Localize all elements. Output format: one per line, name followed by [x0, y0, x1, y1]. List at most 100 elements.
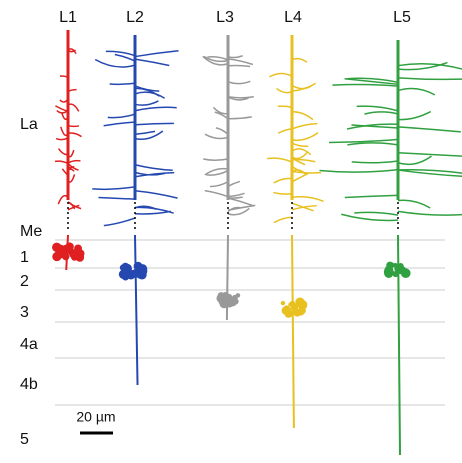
neurite — [354, 212, 398, 215]
neurite — [227, 235, 228, 320]
neurite — [293, 310, 298, 315]
neurite — [267, 158, 292, 162]
layer-label: 5 — [20, 431, 29, 448]
neurite — [398, 89, 435, 95]
neurite — [137, 270, 146, 279]
neurite — [292, 235, 294, 428]
neurite — [219, 299, 228, 308]
neurite — [135, 107, 177, 110]
neurite — [398, 200, 430, 208]
neurons — [52, 30, 462, 455]
neurite — [108, 114, 135, 118]
layer-label: 4a — [20, 336, 38, 353]
neurite — [104, 122, 135, 126]
neurite — [68, 126, 79, 127]
neurite — [292, 85, 311, 88]
neurite — [292, 172, 321, 173]
neurite — [291, 303, 298, 310]
neurite — [110, 83, 135, 84]
neurite — [292, 143, 308, 146]
neurite — [398, 78, 462, 80]
neurite — [228, 81, 250, 83]
neurite — [228, 198, 253, 206]
neurite — [135, 101, 158, 105]
neurite — [230, 298, 235, 303]
scale-label: 20 µm — [76, 409, 115, 425]
neurite — [332, 85, 398, 87]
neurite — [398, 156, 432, 164]
neurite — [135, 211, 171, 214]
neurite — [281, 301, 285, 305]
neurite — [398, 263, 404, 269]
neurite — [228, 181, 240, 186]
layer-label: 4b — [20, 376, 38, 393]
neurite — [292, 152, 308, 159]
neurite — [347, 143, 398, 145]
neurite — [210, 182, 228, 187]
neurite — [228, 193, 245, 196]
neurite — [352, 161, 398, 163]
column-label: L4 — [284, 9, 302, 26]
neurite — [68, 133, 81, 137]
neurite — [60, 76, 68, 77]
neurite — [228, 197, 243, 198]
neurite — [216, 128, 228, 135]
neurite — [292, 133, 318, 141]
neurite — [276, 88, 292, 92]
neurite — [122, 263, 130, 271]
column-label: L2 — [126, 9, 144, 26]
neurite — [274, 217, 292, 222]
neurite — [398, 127, 461, 132]
neurite — [292, 197, 324, 202]
neurite — [135, 51, 179, 57]
neurite — [205, 191, 228, 197]
neurite — [398, 64, 462, 73]
neurite — [68, 50, 76, 52]
neurite — [292, 112, 313, 120]
neurite — [135, 191, 178, 198]
neurite — [56, 138, 68, 140]
figure: L1 L2 L3 L4 L5 La Me 1 2 3 4a 4b 5 20 µm — [0, 0, 462, 463]
neurite — [319, 170, 398, 173]
layer-label: 3 — [20, 304, 29, 321]
neurite — [384, 269, 393, 278]
neurite — [68, 161, 80, 163]
neurite — [104, 218, 135, 226]
neurite — [274, 178, 292, 183]
neurite — [55, 161, 68, 163]
neurite — [92, 187, 135, 190]
neurite — [345, 195, 398, 197]
neurite — [135, 59, 169, 65]
layer-label: La — [20, 116, 38, 133]
neurite — [364, 112, 398, 114]
neurite — [398, 112, 431, 120]
neurite — [122, 274, 129, 281]
layer-label: 2 — [20, 273, 29, 290]
neurite — [135, 235, 138, 385]
neurite — [236, 293, 241, 298]
neurite — [135, 165, 173, 171]
neurite — [292, 59, 307, 63]
neurite — [398, 211, 462, 215]
neurite — [205, 134, 228, 138]
neurite — [292, 174, 306, 181]
neurite — [273, 192, 292, 194]
neurite — [398, 153, 462, 157]
neurite — [357, 106, 398, 111]
column-label: L3 — [216, 9, 234, 26]
neurite — [341, 214, 398, 220]
neurite — [278, 129, 292, 133]
neurite — [278, 106, 292, 107]
neurite — [95, 60, 135, 67]
column-label: L5 — [393, 9, 411, 26]
column-label: L1 — [59, 9, 77, 26]
neurite — [228, 66, 250, 67]
neurite — [135, 123, 174, 124]
neurite — [135, 131, 155, 134]
neurite — [329, 139, 398, 142]
neurite — [68, 249, 75, 256]
neurite — [68, 104, 79, 111]
neurite — [269, 73, 292, 76]
neurite — [228, 205, 255, 210]
neurite — [135, 92, 165, 98]
